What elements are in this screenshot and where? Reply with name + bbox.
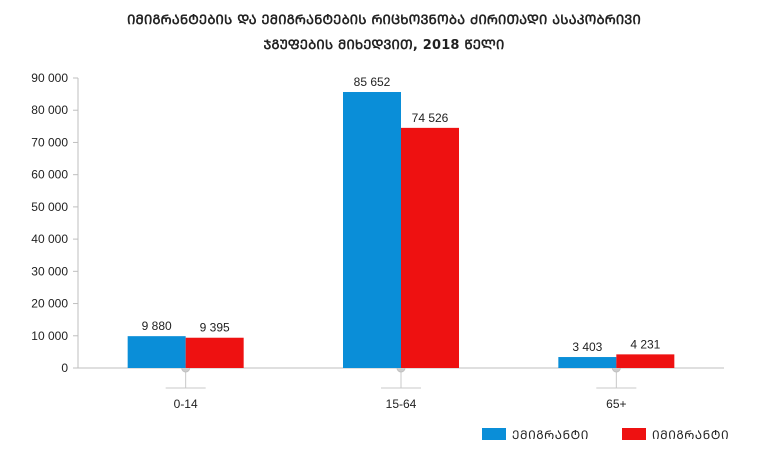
x-axis: 0-14 15-64 65+ bbox=[78, 363, 724, 411]
y-axis: 0 10 000 20 000 30 000 40 000 50 000 60 000 70 … bbox=[31, 71, 79, 375]
data-label: 4 231 bbox=[630, 337, 660, 351]
y-tick-label: 30 000 bbox=[31, 264, 68, 278]
chart-title-line-2: ᲯᲒᲣᲤᲔᲑᲘᲡ ᲛᲘᲮᲔᲓᲕᲘᲗ, 2018 ᲬᲔᲚᲘ bbox=[263, 38, 505, 53]
data-label: 9 395 bbox=[200, 321, 230, 335]
legend-swatch bbox=[482, 428, 506, 440]
bar bbox=[616, 354, 675, 368]
chart-title-line-1: ᲘᲛᲘᲒᲠᲐᲜᲢᲔᲑᲘᲡ ᲓᲐ ᲔᲛᲘᲒᲠᲐᲜᲢᲔᲑᲘᲡ ᲠᲘᲪᲮᲝᲕᲜᲝᲑᲐ … bbox=[127, 13, 641, 28]
bar bbox=[558, 357, 617, 368]
y-tick-label: 90 000 bbox=[31, 71, 68, 85]
bar bbox=[185, 337, 244, 368]
data-label: 3 403 bbox=[572, 340, 602, 354]
data-label: 74 526 bbox=[412, 111, 449, 125]
data-label: 9 880 bbox=[142, 319, 172, 333]
legend-label: ᲘᲛᲘᲒᲠᲐᲜᲢᲘ bbox=[652, 428, 729, 442]
x-tick-label: 0-14 bbox=[174, 397, 198, 411]
bar bbox=[343, 92, 401, 368]
x-tick-label: 15-64 bbox=[386, 397, 417, 411]
bar bbox=[127, 336, 186, 368]
data-label: 85 652 bbox=[354, 75, 391, 89]
y-tick-label: 20 000 bbox=[31, 297, 68, 311]
legend: ᲔᲛᲘᲒᲠᲐᲜᲢᲘ ᲘᲛᲘᲒᲠᲐᲜᲢᲘ bbox=[482, 428, 729, 442]
bar bbox=[401, 127, 459, 369]
y-tick-label: 80 000 bbox=[31, 103, 68, 117]
chart-title: ᲘᲛᲘᲒᲠᲐᲜᲢᲔᲑᲘᲡ ᲓᲐ ᲔᲛᲘᲒᲠᲐᲜᲢᲔᲑᲘᲡ ᲠᲘᲪᲮᲝᲕᲜᲝᲑᲐ … bbox=[0, 8, 768, 58]
y-tick-label: 70 000 bbox=[31, 135, 68, 149]
y-tick-label: 0 bbox=[61, 361, 68, 375]
legend-swatch bbox=[622, 428, 646, 440]
legend-label: ᲔᲛᲘᲒᲠᲐᲜᲢᲘ bbox=[512, 428, 589, 442]
y-tick-label: 40 000 bbox=[31, 232, 68, 246]
y-tick-label: 10 000 bbox=[31, 329, 68, 343]
y-tick-label: 60 000 bbox=[31, 168, 68, 182]
y-tick-label: 50 000 bbox=[31, 200, 68, 214]
x-tick-label: 65+ bbox=[606, 397, 626, 411]
bars bbox=[127, 92, 675, 369]
data-labels: 9 880 9 395 85 652 74 526 3 403 4 231 bbox=[142, 75, 661, 354]
